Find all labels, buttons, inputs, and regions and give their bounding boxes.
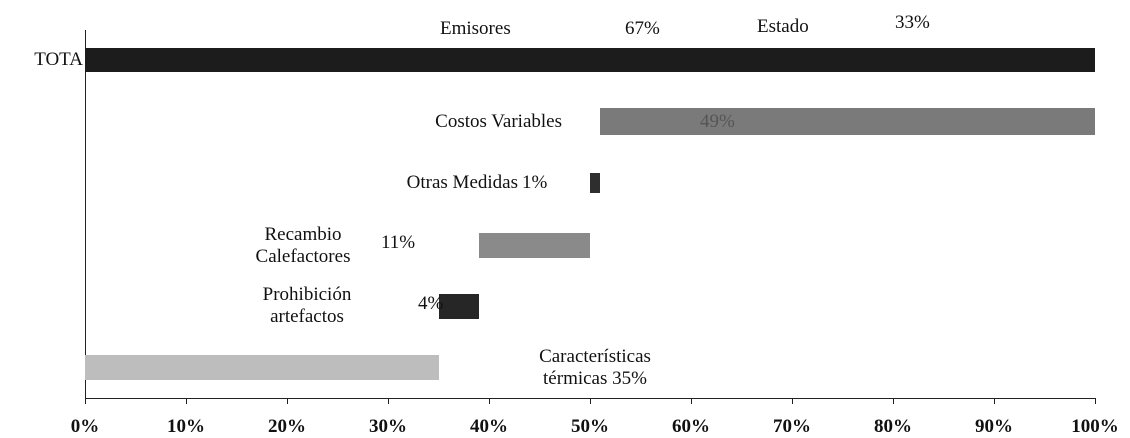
value-label: 4%: [418, 293, 444, 314]
value-label: 35%: [612, 368, 647, 389]
bar: [478, 233, 590, 258]
x-tick-label: 90%: [975, 416, 1013, 437]
x-tick-label: 50%: [571, 416, 609, 437]
x-tick-label: 20%: [268, 416, 306, 437]
y-axis: [85, 30, 86, 398]
annotation: Estado: [757, 16, 809, 37]
x-tick: [85, 398, 86, 404]
x-tick: [792, 398, 793, 404]
x-tick-label: 80%: [874, 416, 912, 437]
value-label: 49%: [700, 111, 735, 132]
x-tick: [186, 398, 187, 404]
bar: [438, 294, 479, 319]
annotation: 33%: [895, 12, 930, 33]
x-tick: [489, 398, 490, 404]
x-tick-label: 40%: [470, 416, 508, 437]
bar: [85, 355, 439, 380]
category-label: Características térmicas 35%: [515, 346, 675, 390]
annotation: Emisores: [440, 18, 511, 39]
category-text: Características térmicas: [539, 346, 651, 389]
x-tick: [893, 398, 894, 404]
x-tick-label: 100%: [1071, 416, 1119, 437]
x-tick-label: 10%: [167, 416, 205, 437]
annotation: 67%: [625, 18, 660, 39]
x-tick: [994, 398, 995, 404]
bar: [600, 108, 1095, 135]
x-tick-label: 70%: [773, 416, 811, 437]
category-label: Costos Variables: [435, 111, 562, 132]
x-tick: [691, 398, 692, 404]
value-label: 11%: [381, 232, 416, 253]
category-label: Recambio Calefactores: [255, 224, 351, 267]
value-label: 1%: [522, 172, 548, 193]
category-label: Otras Medidas: [406, 172, 518, 193]
x-tick: [388, 398, 389, 404]
x-tick: [287, 398, 288, 404]
bar: [85, 48, 1095, 72]
x-tick-label: 30%: [369, 416, 407, 437]
category-label: Prohibición artefactos: [262, 284, 352, 327]
x-tick: [1095, 398, 1096, 404]
category-label: TOTA: [34, 49, 83, 70]
x-tick-label: 0%: [70, 416, 100, 437]
bar: [590, 173, 601, 193]
x-tick: [590, 398, 591, 404]
x-tick-label: 60%: [672, 416, 710, 437]
